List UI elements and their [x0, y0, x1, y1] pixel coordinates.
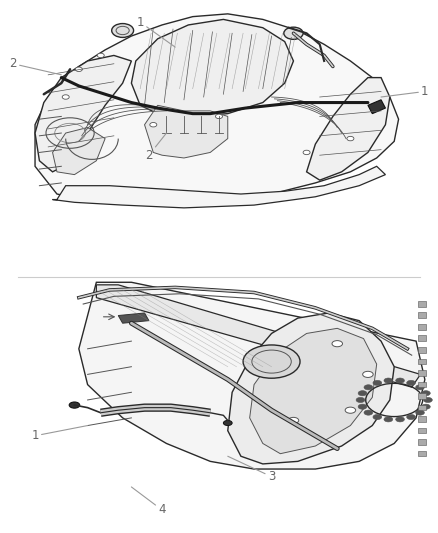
Circle shape [62, 95, 69, 99]
Polygon shape [368, 100, 385, 114]
Polygon shape [53, 166, 385, 208]
Bar [418, 370, 426, 376]
Polygon shape [145, 106, 228, 158]
Circle shape [364, 410, 373, 415]
Bar [418, 312, 426, 318]
Text: 1: 1 [381, 85, 429, 98]
Bar [418, 301, 426, 306]
Text: 2: 2 [145, 133, 166, 161]
Circle shape [424, 398, 432, 402]
Bar [418, 393, 426, 399]
Text: 4: 4 [131, 487, 166, 516]
Circle shape [69, 402, 80, 408]
Circle shape [421, 404, 430, 409]
Text: 1: 1 [31, 425, 88, 442]
Polygon shape [35, 14, 399, 205]
Text: 1: 1 [136, 15, 175, 47]
Circle shape [396, 378, 404, 383]
Bar [418, 382, 426, 387]
Bar [418, 324, 426, 329]
Circle shape [215, 114, 223, 119]
Bar [418, 439, 426, 445]
Circle shape [364, 385, 373, 390]
Polygon shape [131, 19, 293, 116]
Circle shape [347, 136, 354, 141]
Circle shape [373, 381, 382, 385]
Circle shape [288, 417, 299, 424]
Circle shape [358, 391, 367, 396]
Circle shape [416, 410, 424, 415]
Polygon shape [35, 55, 131, 172]
Polygon shape [79, 282, 425, 469]
Bar [418, 450, 426, 456]
Circle shape [396, 417, 404, 422]
Circle shape [243, 345, 300, 378]
Circle shape [356, 398, 365, 402]
Circle shape [112, 23, 134, 37]
Circle shape [223, 421, 232, 425]
Circle shape [150, 123, 157, 127]
Circle shape [421, 391, 430, 396]
Text: 2: 2 [9, 57, 61, 75]
Circle shape [406, 381, 415, 385]
Polygon shape [228, 313, 394, 464]
Circle shape [332, 341, 343, 347]
Polygon shape [307, 78, 390, 180]
Polygon shape [250, 328, 377, 454]
Circle shape [373, 415, 381, 419]
Circle shape [363, 372, 373, 377]
Bar [418, 347, 426, 353]
Circle shape [345, 407, 356, 413]
Polygon shape [96, 285, 420, 387]
Circle shape [303, 150, 310, 155]
Bar [418, 416, 426, 422]
Bar [418, 359, 426, 364]
Circle shape [97, 53, 104, 58]
Circle shape [384, 378, 393, 383]
Text: 3: 3 [228, 456, 275, 483]
Bar [418, 335, 426, 341]
Bar [418, 405, 426, 410]
Circle shape [406, 415, 415, 419]
Bar [418, 427, 426, 433]
Circle shape [75, 67, 82, 71]
Circle shape [384, 417, 393, 422]
Circle shape [358, 404, 367, 409]
Polygon shape [53, 127, 105, 175]
Circle shape [284, 27, 303, 39]
Polygon shape [118, 313, 149, 323]
Circle shape [416, 385, 424, 390]
